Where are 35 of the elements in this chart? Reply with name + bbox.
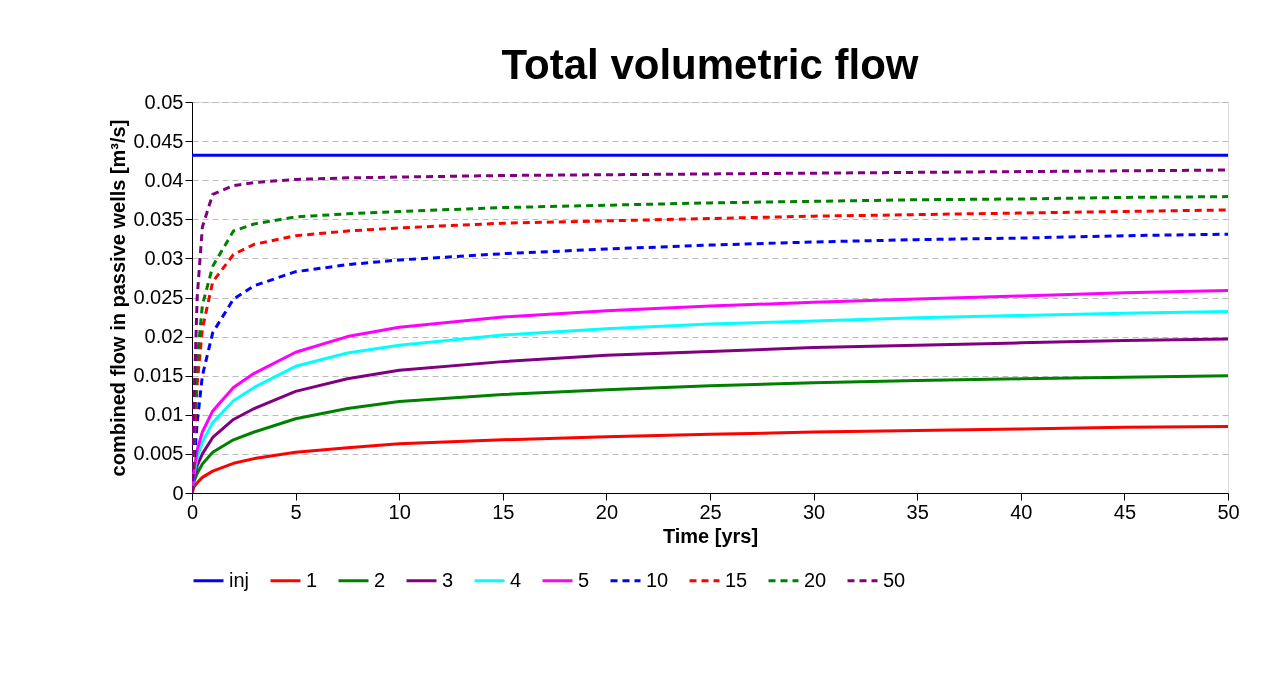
legend-label: 5	[578, 568, 590, 591]
y-tick-label: 0.03	[144, 246, 184, 269]
legend-label: 4	[510, 568, 522, 591]
y-axis-title: combined flow in passive wells [m³/s]	[107, 119, 130, 477]
x-tick-label: 15	[492, 500, 515, 523]
y-tick-label: 0.005	[133, 442, 184, 465]
chart-title: Total volumetric flow	[501, 41, 919, 88]
x-tick-label: 25	[699, 500, 722, 523]
x-tick-label: 0	[186, 500, 199, 523]
x-axis-title: Time [yrs]	[662, 524, 759, 547]
y-tick-label: 0.04	[144, 168, 184, 191]
y-tick-label: 0.01	[144, 403, 184, 426]
y-tick-label: 0.045	[133, 129, 184, 152]
legend-label: 3	[442, 568, 454, 591]
y-tick-label: 0.035	[133, 207, 184, 230]
y-tick-label: 0	[172, 481, 184, 504]
y-tick-label: 0.02	[144, 325, 184, 348]
x-tick-label: 30	[802, 500, 826, 523]
legend-label: 15	[725, 568, 748, 591]
x-tick-label: 5	[290, 500, 302, 523]
y-tick-label: 0.05	[144, 90, 184, 113]
y-tick-label: 0.025	[133, 286, 184, 308]
x-tick-label: 10	[388, 500, 411, 523]
legend-label: 2	[374, 568, 386, 591]
legend-label: inj	[229, 568, 250, 591]
x-tick-label: 20	[595, 500, 619, 523]
x-tick-label: 50	[1217, 500, 1240, 523]
x-tick-label: 45	[1113, 500, 1137, 523]
legend-label: 1	[306, 568, 318, 591]
legend-label: 20	[804, 568, 827, 591]
x-tick-label: 35	[906, 500, 929, 523]
x-tick-label: 40	[1010, 500, 1033, 523]
legend-label: 10	[646, 568, 669, 591]
y-tick-label: 0.015	[133, 364, 184, 387]
legend-label: 50	[883, 568, 906, 591]
